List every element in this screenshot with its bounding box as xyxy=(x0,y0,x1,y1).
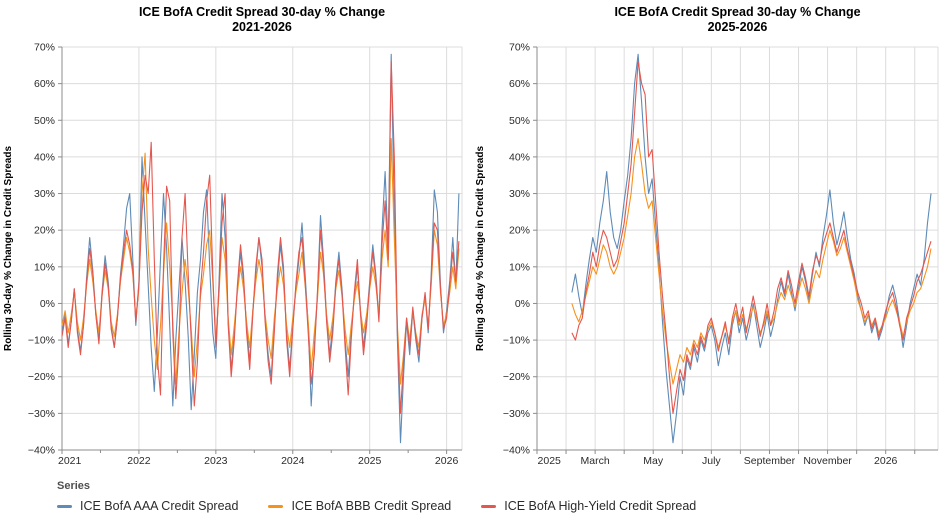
y-tick-label: 30% xyxy=(34,188,55,200)
x-tick-label: May xyxy=(643,455,664,467)
series-line-bbb xyxy=(61,138,460,385)
bbb-series-swatch-icon xyxy=(268,504,284,508)
y-tick-label: 20% xyxy=(509,225,530,237)
series-line-hy xyxy=(571,61,932,414)
charts-row: 70% 60% 50% 40% 30% 20% 10% 0% −10% −20% −30% −40% 2… xyxy=(3,5,939,467)
legend-item-bbb[interactable]: ICE BofA BBB Credit Spread xyxy=(268,499,451,513)
x-tick-label: November xyxy=(803,455,852,467)
y-tick-label: 50% xyxy=(34,115,55,127)
y-tick-label: 70% xyxy=(34,42,55,54)
y-axis-title: Rolling 30-day % Change in Credit Spread… xyxy=(475,146,486,351)
plot-area: 70% 60% 50% 40% 30% 20% 10% 0% −10% −20% −30% −40% 2… xyxy=(503,42,939,467)
x-tick-label: 2024 xyxy=(281,455,305,467)
legend: Series ICE BofA AAA Credit Spread ICE Bo… xyxy=(57,480,944,513)
x-tick-label: 2025 xyxy=(538,455,562,467)
y-tick-label: 10% xyxy=(34,261,55,273)
y-tick-label: 40% xyxy=(34,151,55,163)
y-tick-label: 20% xyxy=(34,225,55,237)
legend-items: ICE BofA AAA Credit Spread ICE BofA BBB … xyxy=(57,499,944,513)
series-line-bbb xyxy=(571,138,932,385)
y-tick-label: 0% xyxy=(40,298,55,310)
x-tick-label: July xyxy=(702,455,721,467)
x-tick-label: 2025 xyxy=(358,455,382,467)
high-yield-series-swatch-icon xyxy=(481,504,497,508)
y-tick-label: 50% xyxy=(509,115,530,127)
y-tick-label: −10% xyxy=(28,335,55,347)
y-tick-label: −40% xyxy=(503,445,530,457)
x-tick-label: September xyxy=(744,455,796,467)
y-tick-label: −20% xyxy=(503,371,530,383)
x-tick-label: 2026 xyxy=(874,455,898,467)
y-tick-label: 0% xyxy=(515,298,530,310)
x-tick-label: 2023 xyxy=(204,455,228,467)
y-tick-label: 40% xyxy=(509,151,530,163)
legend-item-label: ICE BofA High-Yield Credit Spread xyxy=(504,499,697,513)
y-tick-label: −30% xyxy=(28,408,55,420)
y-tick-label: −30% xyxy=(503,408,530,420)
y-tick-label: 30% xyxy=(509,188,530,200)
chart-credit-spread-2021-2026: 70%60%50%40%30%20%10%0%−10%−20%−30%−40%2… xyxy=(3,5,463,467)
y-tick-label: −40% xyxy=(28,445,55,457)
series-line-aaa xyxy=(571,53,932,444)
x-tick-label: 2022 xyxy=(127,455,151,467)
chart-title-line2: 2021-2026 xyxy=(232,20,292,34)
legend-header: Series xyxy=(57,480,91,492)
y-tick-label: 10% xyxy=(509,261,530,273)
legend-item-label: ICE BofA BBB Credit Spread xyxy=(291,499,452,513)
y-tick-label: −10% xyxy=(503,335,530,347)
plot-area: 70%60%50%40%30%20%10%0%−10%−20%−30%−40%2… xyxy=(28,42,463,467)
y-tick-label: 60% xyxy=(509,78,530,90)
y-axis-title: Rolling 30-day % Change in Credit Spread… xyxy=(3,146,14,351)
x-tick-label: 2021 xyxy=(58,455,82,467)
chart-credit-spread-2025-2026: 70% 60% 50% 40% 30% 20% 10% 0% −10% −20% −30% −40% 2… xyxy=(475,5,939,467)
x-tick-label: 2026 xyxy=(435,455,459,467)
legend-item-label: ICE BofA AAA Credit Spread xyxy=(80,499,239,513)
y-tick-label: 70% xyxy=(509,42,530,54)
y-tick-label: −20% xyxy=(28,371,55,383)
chart-title-line1: ICE BofA Credit Spread 30-day % Change xyxy=(614,5,860,19)
series-line-hy xyxy=(61,61,460,414)
legend-item-high-yield[interactable]: ICE BofA High-Yield Credit Spread xyxy=(481,499,696,513)
chart-title-line2: 2025-2026 xyxy=(708,20,768,34)
y-tick-label: 60% xyxy=(34,78,55,90)
legend-item-aaa[interactable]: ICE BofA AAA Credit Spread xyxy=(57,499,238,513)
x-tick-label: March xyxy=(581,455,610,467)
aaa-series-swatch-icon xyxy=(57,504,72,508)
chart-title-line1: ICE BofA Credit Spread 30-day % Change xyxy=(139,5,385,19)
